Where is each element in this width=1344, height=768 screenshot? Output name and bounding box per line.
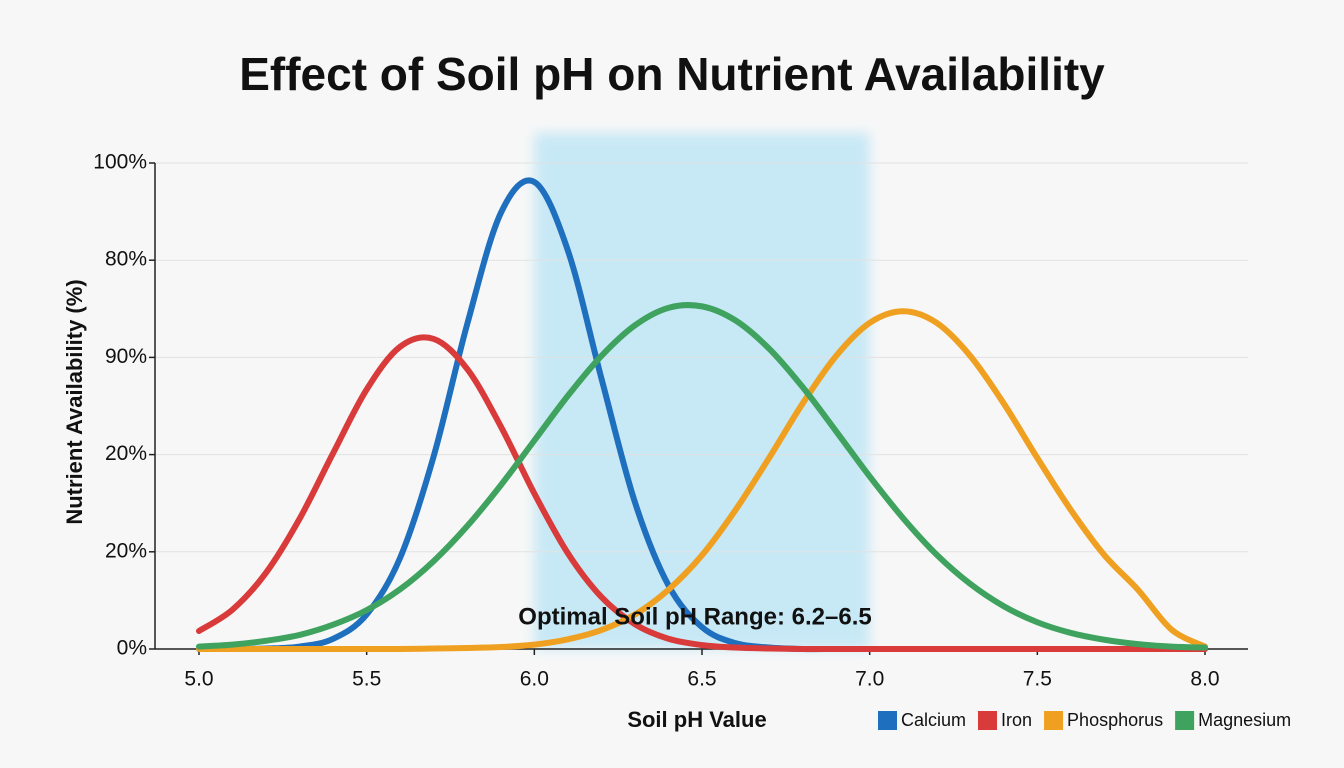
y-tick-label: 20% (105, 539, 147, 562)
legend-swatch (978, 711, 998, 730)
y-tick-label: 90% (105, 345, 147, 368)
legend-swatch (878, 711, 897, 730)
legend-label: Iron (1001, 710, 1032, 730)
legend-swatch (1044, 711, 1064, 730)
chart-title: Effect of Soil pH on Nutrient Availabili… (239, 48, 1105, 100)
legend-label: Magnesium (1198, 710, 1291, 730)
x-tick-label: 5.5 (352, 668, 381, 691)
x-tick-label: 8.0 (1190, 668, 1219, 691)
y-tick-label: 100% (93, 151, 147, 174)
shaded-range (534, 133, 870, 649)
y-tick-label: 20% (105, 442, 147, 465)
x-tick-label: 7.5 (1023, 668, 1052, 691)
legend-label: Phosphorus (1067, 710, 1163, 730)
x-tick-label: 5.0 (184, 668, 213, 691)
x-axis-label: Soil pH Value (627, 707, 766, 732)
annotation: Optimal Soil pH Range: 6.2–6.5 (518, 603, 871, 630)
x-tick-label: 7.0 (855, 668, 884, 691)
legend-swatch (1175, 711, 1195, 730)
line-series (196, 308, 1208, 653)
line-series (196, 334, 1208, 653)
y-tick-label: 0% (117, 637, 147, 660)
y-tick-label: 80% (105, 248, 147, 271)
y-axis-label: Nutrient Availability (%) (62, 279, 87, 524)
x-tick-label: 6.0 (520, 668, 549, 691)
line-series (196, 302, 1208, 651)
legend-label: Calcium (901, 710, 966, 730)
x-tick-label: 6.5 (687, 668, 716, 691)
